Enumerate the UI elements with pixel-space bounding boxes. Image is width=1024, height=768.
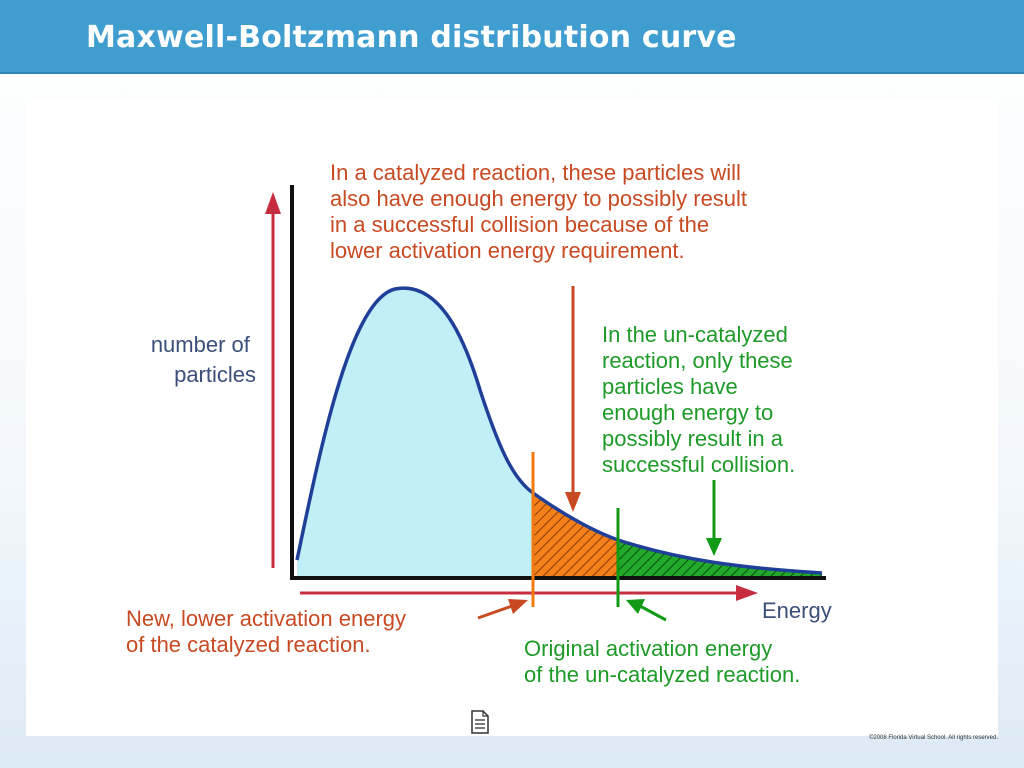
title-bar: Maxwell-Boltzmann distribution curve (0, 0, 1024, 74)
new-activation-label: New, lower activation energy of the cata… (126, 606, 412, 657)
catalyzed-region (533, 493, 618, 578)
catalyzed-note-line: in a successful collision because of the (330, 212, 709, 237)
original-activation-pointer-head (626, 599, 645, 614)
document-icon[interactable] (470, 710, 490, 734)
y-axis-label-line: number of (151, 332, 251, 357)
uncatalyzed-note-line: possibly result in a (602, 426, 784, 451)
curve-area-fill (297, 288, 533, 578)
catalyzed-note-arrowhead (565, 492, 581, 512)
catalyzed-note-line: also have enough energy to possibly resu… (330, 186, 747, 211)
y-axis-label-line: particles (174, 362, 256, 387)
uncatalyzed-note-line: successful collision. (602, 452, 795, 477)
original-activation-label-line: of the un-catalyzed reaction. (524, 662, 800, 687)
x-axis-arrowhead (736, 585, 758, 601)
uncatalyzed-note-arrowhead (706, 538, 722, 556)
original-activation-label: Original activation energy of the un-cat… (524, 636, 800, 687)
diagram-panel (26, 102, 998, 736)
new-activation-pointer (477, 604, 513, 620)
uncatalyzed-note-line: reaction, only these (602, 348, 793, 373)
catalyzed-note-line: In a catalyzed reaction, these particles… (330, 160, 741, 185)
uncatalyzed-note-line: enough energy to (602, 400, 773, 425)
uncatalyzed-note-line: particles have (602, 374, 738, 399)
uncatalyzed-note: In the un-catalyzed reaction, only these… (602, 322, 799, 477)
slide-title: Maxwell-Boltzmann distribution curve (86, 20, 737, 55)
new-activation-label-line: of the catalyzed reaction. (126, 632, 371, 657)
x-axis-label: Energy (762, 598, 832, 623)
new-activation-label-line: New, lower activation energy (126, 606, 406, 631)
catalyzed-note: In a catalyzed reaction, these particles… (330, 160, 753, 263)
copyright-notice: ©2008 Florida Virtual School. All rights… (868, 735, 998, 741)
new-activation-pointer-head (508, 599, 528, 614)
original-activation-pointer (639, 604, 667, 622)
y-axis-arrowhead (265, 192, 281, 214)
uncatalyzed-note-line: In the un-catalyzed (602, 322, 788, 347)
original-activation-label-line: Original activation energy (524, 636, 772, 661)
distribution-curve (295, 286, 823, 575)
uncatalyzed-region (618, 540, 822, 578)
catalyzed-note-line: lower activation energy requirement. (330, 238, 685, 263)
y-axis-label: number of particles (151, 332, 256, 387)
